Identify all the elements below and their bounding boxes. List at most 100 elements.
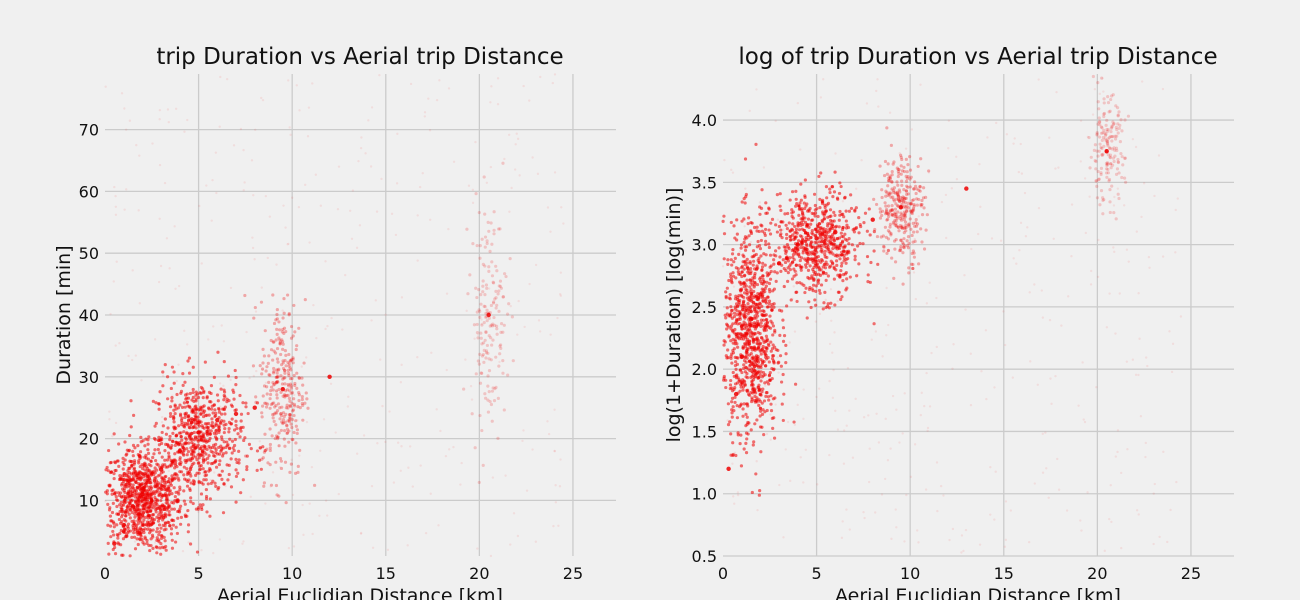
scatter-point [281, 377, 285, 381]
scatter-point [744, 322, 748, 326]
scatter-point [158, 118, 161, 121]
scatter-point [216, 487, 220, 491]
scatter-point [758, 399, 762, 403]
scatter-point [489, 358, 493, 362]
scatter-point [893, 211, 897, 215]
scatter-point [1079, 119, 1083, 122]
scatter-point [475, 330, 480, 335]
scatter-point [259, 467, 263, 471]
scatter-point [274, 381, 279, 385]
scatter-point [878, 210, 883, 214]
scatter-point [890, 208, 895, 212]
scatter-point [1110, 125, 1114, 129]
scatter-point [755, 225, 759, 229]
y-tick-label: 2.5 [692, 298, 717, 317]
scatter-point [788, 238, 793, 242]
scatter-point [791, 253, 796, 257]
scatter-point [1135, 230, 1139, 233]
scatter-point [1116, 160, 1120, 164]
scatter-point [288, 413, 292, 417]
scatter-point [478, 244, 482, 248]
scatter-point [559, 458, 562, 461]
scatter-point [195, 407, 199, 411]
scatter-point [161, 523, 165, 527]
scatter-point [908, 185, 912, 189]
scatter-point [152, 517, 157, 522]
scatter-point [919, 413, 922, 417]
scatter-point [890, 179, 894, 184]
scatter-point [919, 83, 922, 86]
scatter-point [472, 323, 477, 327]
scatter-point [739, 402, 743, 406]
scatter-point [479, 331, 483, 335]
scatter-point [209, 391, 213, 396]
scatter-point [163, 486, 167, 490]
scatter-point [227, 399, 231, 403]
scatter-point [139, 487, 144, 491]
scatter-point [903, 214, 907, 218]
scatter-point [1105, 326, 1109, 329]
scatter-point [884, 189, 888, 193]
scatter-point [266, 256, 269, 260]
scatter-point [890, 180, 894, 184]
scatter-point [740, 270, 744, 274]
scatter-point [1106, 171, 1110, 175]
scatter-point [918, 184, 922, 189]
scatter-point [824, 278, 828, 282]
scatter-point [285, 424, 289, 428]
scatter-point [131, 269, 134, 272]
scatter-point [203, 458, 208, 462]
scatter-point [1138, 337, 1141, 340]
scatter-point [751, 443, 755, 447]
scatter-point [105, 465, 109, 470]
scatter-point [884, 209, 889, 213]
scatter-point [214, 411, 218, 415]
scatter-point [735, 305, 739, 309]
scatter-point [238, 427, 242, 431]
scatter-point [912, 187, 916, 191]
scatter-point [170, 538, 174, 542]
scatter-point [271, 358, 275, 362]
scatter-point [978, 543, 982, 546]
scatter-point [762, 433, 766, 437]
scatter-point [924, 488, 928, 491]
scatter-point [492, 399, 497, 403]
scatter-point [754, 372, 758, 376]
scatter-point [730, 408, 734, 412]
scatter-point [481, 353, 485, 357]
scatter-point [281, 394, 285, 398]
scatter-point [203, 360, 207, 364]
scatter-point [165, 375, 170, 379]
scatter-point [188, 472, 192, 476]
scatter-point [284, 412, 288, 416]
scatter-point [757, 260, 761, 264]
scatter-point [742, 267, 746, 271]
scatter-point [736, 270, 740, 274]
scatter-point [289, 391, 293, 395]
scatter-point [841, 239, 845, 243]
scatter-point [212, 424, 216, 428]
scatter-point [261, 456, 265, 460]
scatter-point [227, 430, 231, 434]
scatter-point [1114, 332, 1117, 335]
scatter-point [844, 219, 848, 223]
scatter-point [115, 498, 119, 502]
scatter-point [219, 449, 223, 453]
x-tick-label: 10 [900, 564, 920, 583]
scatter-point [1110, 520, 1113, 524]
scatter-point [445, 292, 449, 295]
scatter-point [897, 199, 902, 203]
scatter-point [779, 232, 783, 236]
scatter-point [723, 158, 726, 162]
scatter-point [767, 398, 771, 402]
scatter-point [741, 378, 745, 382]
scatter-point [845, 424, 848, 427]
scatter-point [218, 125, 221, 128]
scatter-point [268, 448, 272, 453]
scatter-point [474, 372, 478, 376]
scatter-point [902, 218, 906, 222]
scatter-point [275, 357, 280, 361]
scatter-point [904, 206, 908, 210]
scatter-point [486, 374, 490, 378]
scatter-point [117, 442, 121, 446]
